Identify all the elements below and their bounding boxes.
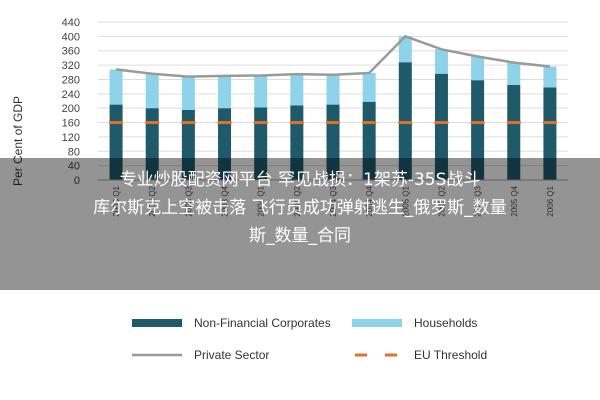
- y-tick-label: 120: [62, 132, 80, 144]
- bar-households: [109, 69, 123, 105]
- legend-label: Households: [414, 316, 477, 330]
- bar-households: [290, 74, 304, 106]
- overlay-line-1: 专业炒股配资网平台 罕见战损：1架苏-35S战斗: [119, 170, 481, 190]
- bar-households: [434, 49, 448, 74]
- legend-label: EU Threshold: [414, 348, 487, 362]
- legend-swatch: [132, 319, 182, 327]
- watermark-overlay: 专业炒股配资网平台 罕见战损：1架苏-35S战斗 库尔斯克上空被击落 飞行员成功…: [0, 158, 600, 290]
- legend-swatch: [352, 319, 402, 327]
- bar-households: [326, 74, 340, 105]
- overlay-line-3: 斯_数量_合同: [249, 226, 351, 246]
- legend-label: Private Sector: [194, 348, 269, 362]
- y-tick-label: 440: [62, 17, 80, 29]
- bar-non-financial-corporates: [507, 84, 521, 180]
- y-tick-label: 0: [74, 175, 80, 187]
- legend-label: Non-Financial Corporates: [194, 316, 331, 330]
- x-tick-label: 2005 Q1: [401, 185, 410, 216]
- bar-households: [471, 56, 485, 81]
- bar-non-financial-corporates: [434, 73, 448, 180]
- y-tick-label: 160: [62, 118, 80, 130]
- y-axis-ticks: 0 40 80 120 160 200 240 280 320 360 400 440: [62, 17, 80, 187]
- overlay-line-2: 库尔斯克上空被击落 飞行员成功弹射逃生_俄罗斯_数量: [93, 198, 507, 218]
- x-tick-label: 2003 Q1: [112, 185, 121, 216]
- x-axis-ticks: 2003 Q1 2003 Q2 2003 Q3 2003 Q4 2004 Q1 2004 …: [112, 185, 555, 216]
- y-tick-label: 240: [62, 89, 80, 101]
- bar-households: [181, 76, 195, 110]
- y-axis-label: Per Cent of GDP: [11, 96, 25, 186]
- bar-non-financial-corporates: [218, 108, 232, 180]
- y-tick-label: 280: [62, 74, 80, 86]
- bar-non-financial-corporates: [145, 108, 159, 180]
- x-tick-label: 2004 Q2: [293, 185, 302, 216]
- bar-households: [145, 73, 159, 109]
- x-tick-label: 2005 Q3: [474, 185, 483, 216]
- bars: [109, 36, 557, 180]
- bar-households: [218, 75, 232, 109]
- y-tick-label: 80: [68, 146, 80, 158]
- bar-households: [398, 36, 412, 63]
- x-tick-label: 2003 Q3: [184, 185, 193, 216]
- bar-non-financial-corporates: [254, 107, 268, 180]
- x-tick-label: 2005 Q2: [437, 185, 446, 216]
- bar-households: [362, 72, 376, 102]
- bar-non-financial-corporates: [181, 109, 195, 180]
- x-tick-label: 2004 Q3: [329, 185, 338, 216]
- legend: Non-Financial Corporates Households Privat…: [132, 316, 487, 362]
- bar-non-financial-corporates: [543, 87, 557, 180]
- x-tick-label: 2005 Q4: [510, 185, 519, 216]
- x-tick-label: 2003 Q4: [221, 185, 230, 216]
- private-sector-line: [115, 34, 551, 78]
- y-tick-label: 40: [68, 161, 80, 173]
- x-tick-label: 2006 Q1: [546, 185, 555, 216]
- y-tick-label: 320: [62, 60, 80, 72]
- bar-households: [254, 75, 268, 108]
- bar-non-financial-corporates: [471, 80, 485, 180]
- y-tick-label: 200: [62, 103, 80, 115]
- x-tick-label: 2004 Q4: [365, 185, 374, 216]
- bar-households: [543, 66, 557, 88]
- bar-households: [507, 62, 521, 85]
- y-tick-label: 400: [62, 31, 80, 43]
- y-tick-label: 360: [62, 46, 80, 58]
- x-tick-label: 2004 Q1: [257, 185, 266, 216]
- x-tick-label: 2003 Q2: [148, 185, 157, 216]
